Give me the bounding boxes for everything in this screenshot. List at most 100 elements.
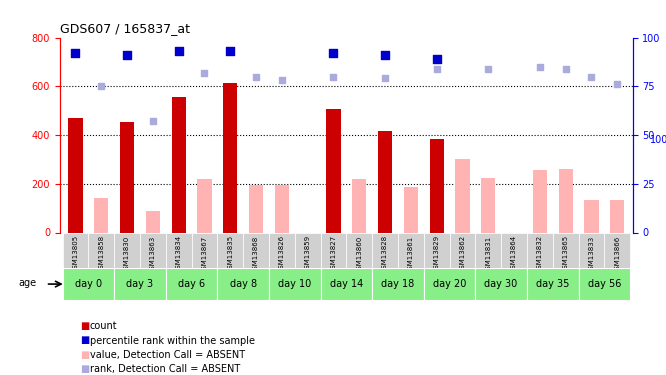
Text: day 18: day 18 [382, 279, 414, 289]
Bar [430, 139, 444, 232]
Point [560, 66, 571, 72]
Text: GDS607 / 165837_at: GDS607 / 165837_at [60, 22, 190, 35]
Point [147, 118, 158, 124]
FancyBboxPatch shape [527, 268, 579, 300]
Text: GSM13829: GSM13829 [434, 236, 440, 273]
FancyBboxPatch shape [604, 232, 630, 268]
Point [173, 48, 184, 54]
Text: ■: ■ [80, 350, 89, 360]
Bar [69, 118, 83, 232]
Text: ■: ■ [80, 364, 89, 374]
FancyBboxPatch shape [553, 232, 579, 268]
FancyBboxPatch shape [269, 232, 295, 268]
Bar [249, 185, 263, 232]
Text: GSM13858: GSM13858 [98, 236, 104, 273]
Text: day 10: day 10 [278, 279, 311, 289]
Text: day 30: day 30 [484, 279, 517, 289]
Text: day 6: day 6 [178, 279, 205, 289]
Point [483, 66, 494, 72]
Point [96, 83, 107, 89]
Bar [456, 159, 470, 232]
Bar [172, 97, 186, 232]
Bar [197, 179, 212, 232]
Text: day 0: day 0 [75, 279, 102, 289]
FancyBboxPatch shape [398, 232, 424, 268]
Text: count: count [90, 321, 117, 331]
FancyBboxPatch shape [372, 268, 424, 300]
Text: GSM13827: GSM13827 [330, 236, 336, 273]
Bar [378, 131, 392, 232]
Text: value, Detection Call = ABSENT: value, Detection Call = ABSENT [90, 350, 245, 360]
FancyBboxPatch shape [166, 232, 192, 268]
Bar [559, 169, 573, 232]
Text: GSM13866: GSM13866 [614, 236, 620, 274]
FancyBboxPatch shape [89, 232, 114, 268]
FancyBboxPatch shape [579, 232, 604, 268]
Text: GSM13832: GSM13832 [537, 236, 543, 273]
FancyBboxPatch shape [450, 232, 476, 268]
FancyBboxPatch shape [527, 232, 553, 268]
Text: GSM13865: GSM13865 [563, 236, 569, 273]
Text: ■: ■ [80, 336, 89, 345]
FancyBboxPatch shape [579, 268, 630, 300]
FancyBboxPatch shape [424, 232, 450, 268]
Text: GSM13833: GSM13833 [589, 236, 595, 274]
Point [276, 77, 287, 83]
FancyBboxPatch shape [372, 232, 398, 268]
FancyBboxPatch shape [217, 232, 243, 268]
Text: GSM13831: GSM13831 [486, 236, 492, 274]
Text: age: age [19, 278, 37, 288]
Point [432, 56, 442, 62]
Point [380, 52, 390, 58]
Bar [481, 178, 496, 232]
FancyBboxPatch shape [192, 232, 217, 268]
Text: day 14: day 14 [330, 279, 363, 289]
Point [612, 81, 623, 87]
FancyBboxPatch shape [476, 268, 527, 300]
Text: GSM13826: GSM13826 [279, 236, 285, 273]
FancyBboxPatch shape [476, 232, 501, 268]
Text: GSM13863: GSM13863 [150, 236, 156, 274]
Bar [352, 179, 366, 232]
FancyBboxPatch shape [114, 232, 140, 268]
Bar [94, 198, 109, 232]
Text: day 20: day 20 [433, 279, 466, 289]
Text: GSM13868: GSM13868 [253, 236, 259, 274]
FancyBboxPatch shape [217, 268, 269, 300]
FancyBboxPatch shape [63, 232, 89, 268]
Point [225, 48, 236, 54]
Point [535, 64, 545, 70]
Bar [223, 82, 237, 232]
Text: rank, Detection Call = ABSENT: rank, Detection Call = ABSENT [90, 364, 240, 374]
Y-axis label: 100%: 100% [650, 135, 666, 145]
FancyBboxPatch shape [63, 268, 114, 300]
Bar [584, 200, 599, 232]
Text: GSM13830: GSM13830 [124, 236, 130, 274]
Text: day 8: day 8 [230, 279, 256, 289]
Bar [274, 185, 289, 232]
Text: day 3: day 3 [127, 279, 153, 289]
Text: GSM13859: GSM13859 [304, 236, 310, 273]
Point [328, 50, 339, 56]
Bar [120, 122, 134, 232]
Text: day 56: day 56 [587, 279, 621, 289]
Point [328, 74, 339, 80]
FancyBboxPatch shape [269, 268, 320, 300]
Text: day 35: day 35 [536, 279, 569, 289]
Text: GSM13835: GSM13835 [227, 236, 233, 273]
Bar [326, 110, 340, 232]
Bar [146, 211, 160, 232]
FancyBboxPatch shape [320, 232, 346, 268]
Bar [533, 170, 547, 232]
FancyBboxPatch shape [295, 232, 320, 268]
Text: GSM13834: GSM13834 [176, 236, 182, 273]
Point [380, 75, 390, 81]
Text: GSM13861: GSM13861 [408, 236, 414, 274]
Text: percentile rank within the sample: percentile rank within the sample [90, 336, 255, 345]
Point [122, 52, 133, 58]
FancyBboxPatch shape [320, 268, 372, 300]
Text: GSM13862: GSM13862 [460, 236, 466, 273]
Text: GSM13860: GSM13860 [356, 236, 362, 274]
FancyBboxPatch shape [166, 268, 217, 300]
FancyBboxPatch shape [346, 232, 372, 268]
